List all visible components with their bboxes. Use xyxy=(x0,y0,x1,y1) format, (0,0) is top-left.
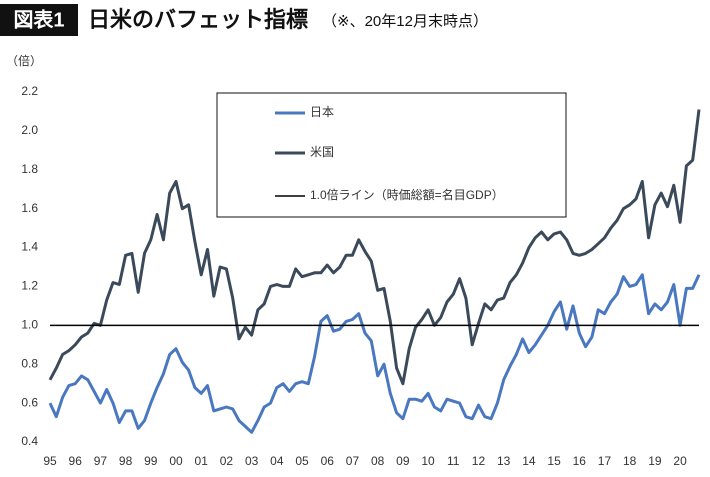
y-tick-label: 1.8 xyxy=(21,162,38,176)
series-line xyxy=(48,273,701,434)
x-tick-label: 99 xyxy=(144,454,158,468)
x-tick-label: 01 xyxy=(195,454,209,468)
x-tick-label: 95 xyxy=(43,454,57,468)
y-tick-label: 2.2 xyxy=(21,84,38,98)
legend-label: 日本 xyxy=(310,105,334,119)
legend-label: 米国 xyxy=(310,145,334,159)
x-tick-label: 17 xyxy=(598,454,612,468)
x-tick-label: 06 xyxy=(321,454,335,468)
x-tick-label: 02 xyxy=(220,454,234,468)
y-tick-label: 0.4 xyxy=(21,434,38,448)
x-tick-label: 15 xyxy=(547,454,561,468)
y-unit: （倍） xyxy=(6,53,42,68)
x-tick-label: 10 xyxy=(421,454,435,468)
x-tick-label: 18 xyxy=(623,454,637,468)
y-tick-label: 0.8 xyxy=(21,356,38,370)
x-tick-label: 20 xyxy=(673,454,687,468)
chart-subtitle: （※、20年12月末時点） xyxy=(322,13,488,30)
series-line xyxy=(48,109,701,386)
chart-title: 日米のバフェット指標 xyxy=(88,7,308,32)
legend-label: 1.0倍ライン（時価総額=名目GDP） xyxy=(310,187,504,202)
x-tick-label: 05 xyxy=(295,454,309,468)
x-tick-label: 04 xyxy=(270,454,284,468)
x-tick-label: 96 xyxy=(69,454,83,468)
y-tick-label: 1.6 xyxy=(21,201,38,215)
x-tick-label: 97 xyxy=(94,454,108,468)
x-tick-label: 12 xyxy=(472,454,486,468)
x-tick-label: 13 xyxy=(497,454,511,468)
y-tick-label: 1.0 xyxy=(21,318,38,332)
x-tick-label: 14 xyxy=(522,454,536,468)
x-tick-label: 08 xyxy=(371,454,385,468)
y-tick-label: 1.2 xyxy=(21,279,38,293)
y-tick-label: 0.6 xyxy=(21,395,38,409)
badge-bg xyxy=(0,4,78,36)
x-tick-label: 00 xyxy=(169,454,183,468)
x-tick-label: 16 xyxy=(573,454,587,468)
x-tick-label: 98 xyxy=(119,454,133,468)
badge: 図表1 xyxy=(13,7,64,31)
y-tick-label: 1.4 xyxy=(21,240,38,254)
x-tick-label: 09 xyxy=(396,454,410,468)
x-tick-label: 07 xyxy=(346,454,360,468)
x-tick-label: 03 xyxy=(245,454,259,468)
x-tick-label: 19 xyxy=(648,454,662,468)
y-tick-label: 2.0 xyxy=(21,123,38,137)
x-tick-label: 11 xyxy=(447,454,460,468)
